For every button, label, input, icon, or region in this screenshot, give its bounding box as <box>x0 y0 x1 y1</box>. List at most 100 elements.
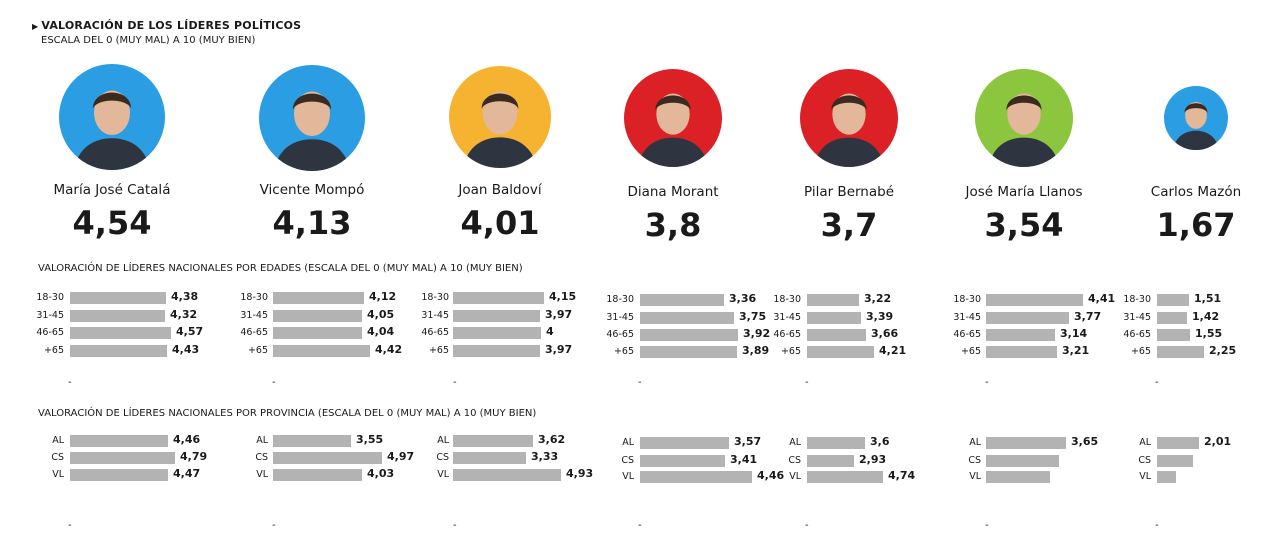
province-bar-value: 3,41 <box>730 453 758 466</box>
avatar <box>800 69 898 167</box>
province-bar <box>986 437 1066 449</box>
age-bar-value: 1,55 <box>1195 327 1223 340</box>
avatar <box>59 64 165 170</box>
age-bar <box>986 312 1069 324</box>
leader-score: 3,7 <box>820 206 878 244</box>
leader-name: Pilar Bernabé <box>803 184 895 200</box>
age-bar-value: 4,41 <box>1088 292 1116 305</box>
avatar <box>259 65 365 171</box>
leader-name: María José Catalá <box>53 182 171 198</box>
avatar <box>449 66 551 168</box>
age-bar <box>640 312 734 324</box>
age-bar-value: 3,21 <box>1062 344 1090 357</box>
age-bar-value: 4,12 <box>369 290 397 303</box>
age-category-label: 46-65 <box>606 329 634 340</box>
age-category-label: 18-30 <box>606 294 634 305</box>
ages-section-title: VALORACIÓN DE LÍDERES NACIONALES POR EDA… <box>38 263 523 274</box>
age-footer-mark: - <box>805 377 809 388</box>
age-bar-value: 3,77 <box>1074 310 1102 323</box>
age-footer-mark: - <box>985 377 989 388</box>
age-bar-value: 4,15 <box>549 290 577 303</box>
age-bar <box>986 294 1083 306</box>
age-category-label: 18-30 <box>36 292 64 303</box>
province-bar-value: 4,93 <box>566 467 594 480</box>
age-bar-value: 3,97 <box>545 343 573 356</box>
province-category-label: VL <box>789 471 801 482</box>
age-category-label: +65 <box>1130 346 1151 357</box>
province-category-label: VL <box>52 469 64 480</box>
age-bar-value: 3,89 <box>742 344 770 357</box>
province-section-title: VALORACIÓN DE LÍDERES NACIONALES POR PRO… <box>38 408 537 419</box>
age-category-label: 46-65 <box>773 329 801 340</box>
province-bar <box>640 471 752 483</box>
title-text: VALORACIÓN DE LOS LÍDERES POLÍTICOS <box>41 19 302 32</box>
age-bar-value: 4,21 <box>879 344 907 357</box>
age-bar-value: 1,51 <box>1194 292 1222 305</box>
province-footer-mark: - <box>1155 520 1159 531</box>
province-bar <box>986 471 1050 483</box>
chart-title: ▶ VALORACIÓN DE LOS LÍDERES POLÍTICOS <box>32 19 301 32</box>
province-category-label: VL <box>622 471 634 482</box>
province-category-label: VL <box>969 471 981 482</box>
leader-score: 4,13 <box>272 204 352 242</box>
age-footer-mark: - <box>1155 377 1159 388</box>
age-category-label: 18-30 <box>953 294 981 305</box>
province-bar-value: 4,97 <box>387 450 415 463</box>
province-bar <box>807 437 865 449</box>
province-bar <box>453 469 561 481</box>
avatar <box>975 69 1073 167</box>
province-category-label: AL <box>52 435 64 446</box>
age-bar <box>453 327 541 339</box>
age-bar-value: 3,22 <box>864 292 892 305</box>
province-bar-value: 3,6 <box>870 435 890 448</box>
age-bar-value: 2,25 <box>1209 344 1237 357</box>
age-bar <box>70 292 166 304</box>
leader-score: 4,01 <box>460 204 540 242</box>
age-bar <box>1157 294 1189 306</box>
province-bar-value: 3,55 <box>356 433 384 446</box>
age-bar <box>807 329 866 341</box>
province-footer-mark: - <box>272 520 276 531</box>
age-category-label: 46-65 <box>953 329 981 340</box>
province-bar <box>640 437 729 449</box>
age-category-label: +65 <box>780 346 801 357</box>
age-bar <box>1157 346 1204 358</box>
age-bar <box>453 310 540 322</box>
age-bar <box>1157 312 1187 324</box>
age-bar-value: 4,32 <box>170 308 198 321</box>
province-bar-value: 3,65 <box>1071 435 1099 448</box>
age-category-label: 46-65 <box>421 327 449 338</box>
province-category-label: AL <box>256 435 268 446</box>
province-bar <box>1157 471 1176 483</box>
age-bar <box>273 310 362 322</box>
province-category-label: CS <box>51 452 64 463</box>
leader-name: Vicente Mompó <box>259 182 365 198</box>
province-bar <box>70 469 168 481</box>
leader-name: Joan Baldoví <box>458 182 542 198</box>
avatar <box>1164 86 1228 150</box>
age-footer-mark: - <box>453 377 457 388</box>
province-bar <box>986 455 1059 467</box>
age-bar <box>453 292 544 304</box>
province-category-label: CS <box>1138 455 1151 466</box>
age-bar-value: 4,43 <box>172 343 200 356</box>
age-category-label: 31-45 <box>421 310 449 321</box>
age-bar-value: 3,14 <box>1060 327 1088 340</box>
age-category-label: +65 <box>247 345 268 356</box>
age-bar-value: 3,75 <box>739 310 767 323</box>
age-bar <box>807 294 859 306</box>
province-bar-value: 4,03 <box>367 467 395 480</box>
age-footer-mark: - <box>68 377 72 388</box>
age-category-label: +65 <box>960 346 981 357</box>
age-bar-value: 4,05 <box>367 308 395 321</box>
age-bar <box>273 327 362 339</box>
province-footer-mark: - <box>638 520 642 531</box>
province-bar <box>807 455 854 467</box>
age-footer-mark: - <box>638 377 642 388</box>
province-category-label: CS <box>621 455 634 466</box>
province-footer-mark: - <box>805 520 809 531</box>
age-bar-value: 1,42 <box>1192 310 1220 323</box>
age-bar-value: 3,39 <box>866 310 894 323</box>
leader-score: 4,54 <box>72 204 152 242</box>
age-bar-value: 4,38 <box>171 290 199 303</box>
